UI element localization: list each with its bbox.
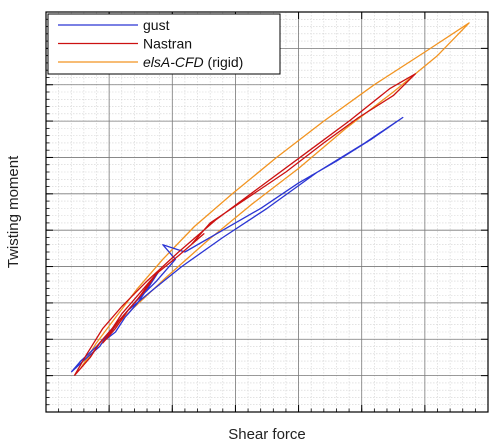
- plot-area: [46, 12, 488, 412]
- legend-label-gust: gust: [143, 17, 170, 33]
- legend: gust Nastran elsA-CFD (rigid): [47, 13, 281, 75]
- legend-box: [47, 13, 281, 75]
- series-line-nastran: [73, 73, 417, 377]
- series-layer: [70, 22, 470, 377]
- plot-background: [46, 12, 488, 412]
- series-line-elsa-cfd: [80, 22, 470, 369]
- y-axis-label: Twisting moment: [5, 155, 22, 268]
- x-axis-label: Shear force: [228, 426, 306, 443]
- major-grid: [46, 12, 488, 412]
- legend-label-elsa-cfd-suffix: (rigid): [204, 54, 244, 70]
- plot-frame: [45, 11, 489, 413]
- legend-label-nastran: Nastran: [143, 36, 192, 52]
- legend-label-elsa-cfd-name: elsA-CFD: [143, 54, 204, 70]
- legend-label-elsa-cfd: elsA-CFD (rigid): [143, 54, 243, 70]
